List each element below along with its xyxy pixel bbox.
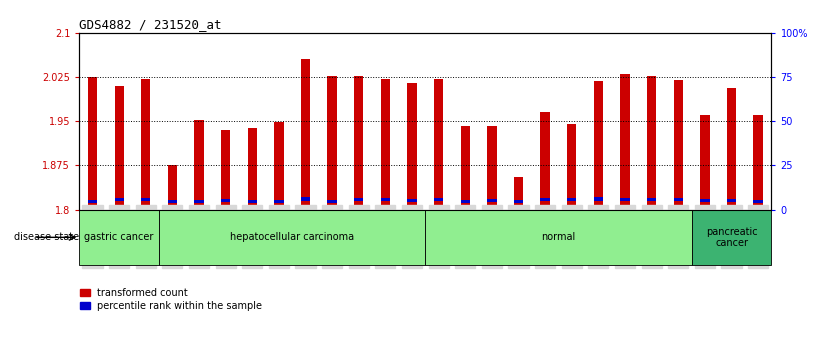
Bar	[88, 77, 98, 210]
Bar	[434, 79, 444, 210]
Bar	[141, 198, 150, 201]
Bar	[460, 200, 470, 203]
Bar	[487, 126, 496, 210]
Text: hepatocellular carcinoma: hepatocellular carcinoma	[230, 232, 354, 242]
Bar	[514, 200, 523, 203]
Bar	[691, 210, 771, 265]
Bar	[159, 210, 425, 265]
Bar	[354, 199, 364, 201]
Bar	[460, 126, 470, 210]
Text: GDS4882 / 231520_at: GDS4882 / 231520_at	[79, 19, 222, 32]
Bar	[487, 199, 496, 202]
Bar	[425, 210, 691, 265]
Bar	[274, 200, 284, 203]
Legend: transformed count, percentile rank within the sample: transformed count, percentile rank withi…	[80, 288, 263, 311]
Bar	[674, 80, 683, 210]
Bar	[701, 199, 710, 202]
Bar	[194, 200, 203, 203]
Bar	[114, 198, 123, 201]
Bar	[674, 199, 683, 201]
Bar	[88, 200, 98, 203]
Bar	[594, 81, 603, 210]
Bar	[274, 122, 284, 210]
Bar	[594, 197, 603, 201]
Bar	[727, 87, 736, 210]
Bar	[301, 197, 310, 201]
Bar	[328, 76, 337, 210]
Bar	[248, 128, 257, 210]
Bar	[407, 83, 417, 210]
Bar	[567, 198, 576, 201]
Text: normal: normal	[541, 232, 575, 242]
Bar	[753, 115, 763, 210]
Bar	[620, 74, 630, 210]
Bar	[381, 79, 390, 210]
Bar	[434, 199, 444, 201]
Bar	[221, 130, 230, 210]
Bar	[727, 199, 736, 202]
Bar	[514, 177, 523, 210]
Bar	[407, 199, 417, 202]
Bar	[620, 198, 630, 201]
Bar	[301, 59, 310, 210]
Bar	[701, 115, 710, 210]
Bar	[168, 166, 177, 210]
Bar	[221, 199, 230, 202]
Bar	[567, 123, 576, 210]
Bar	[114, 86, 123, 210]
Bar	[540, 112, 550, 210]
Bar	[647, 198, 656, 201]
Bar	[248, 200, 257, 203]
Bar	[194, 120, 203, 210]
Bar	[328, 200, 337, 203]
Bar	[79, 210, 159, 265]
Text: pancreatic
cancer: pancreatic cancer	[706, 227, 757, 248]
Bar	[540, 199, 550, 201]
Bar	[354, 76, 364, 210]
Bar	[647, 76, 656, 210]
Text: disease state: disease state	[14, 232, 79, 242]
Bar	[141, 79, 150, 210]
Bar	[753, 200, 763, 203]
Bar	[381, 198, 390, 201]
Text: gastric cancer: gastric cancer	[84, 232, 153, 242]
Bar	[168, 200, 177, 203]
